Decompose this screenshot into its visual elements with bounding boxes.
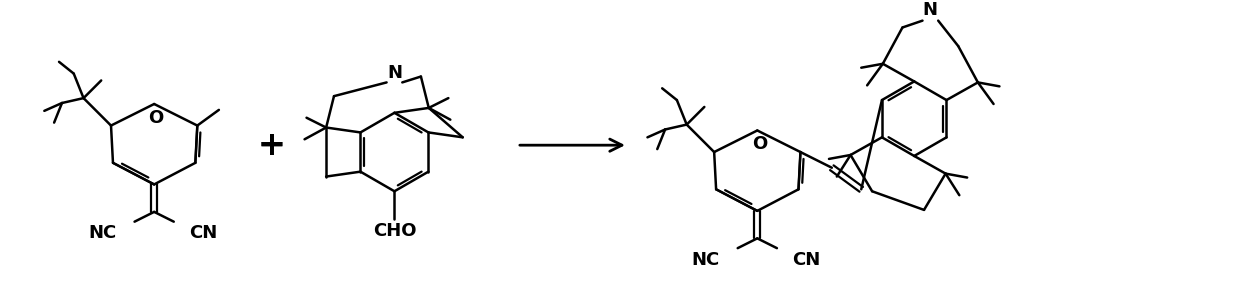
Text: CN: CN bbox=[792, 251, 821, 269]
Text: O: O bbox=[149, 109, 164, 127]
Text: N: N bbox=[387, 64, 402, 82]
Text: N: N bbox=[923, 1, 937, 19]
Text: NC: NC bbox=[692, 251, 720, 269]
Text: O: O bbox=[751, 135, 766, 153]
Text: CHO: CHO bbox=[373, 222, 417, 239]
Text: +: + bbox=[258, 129, 285, 162]
Text: NC: NC bbox=[88, 224, 117, 243]
Text: CN: CN bbox=[190, 224, 218, 243]
Text: +: + bbox=[258, 129, 285, 162]
